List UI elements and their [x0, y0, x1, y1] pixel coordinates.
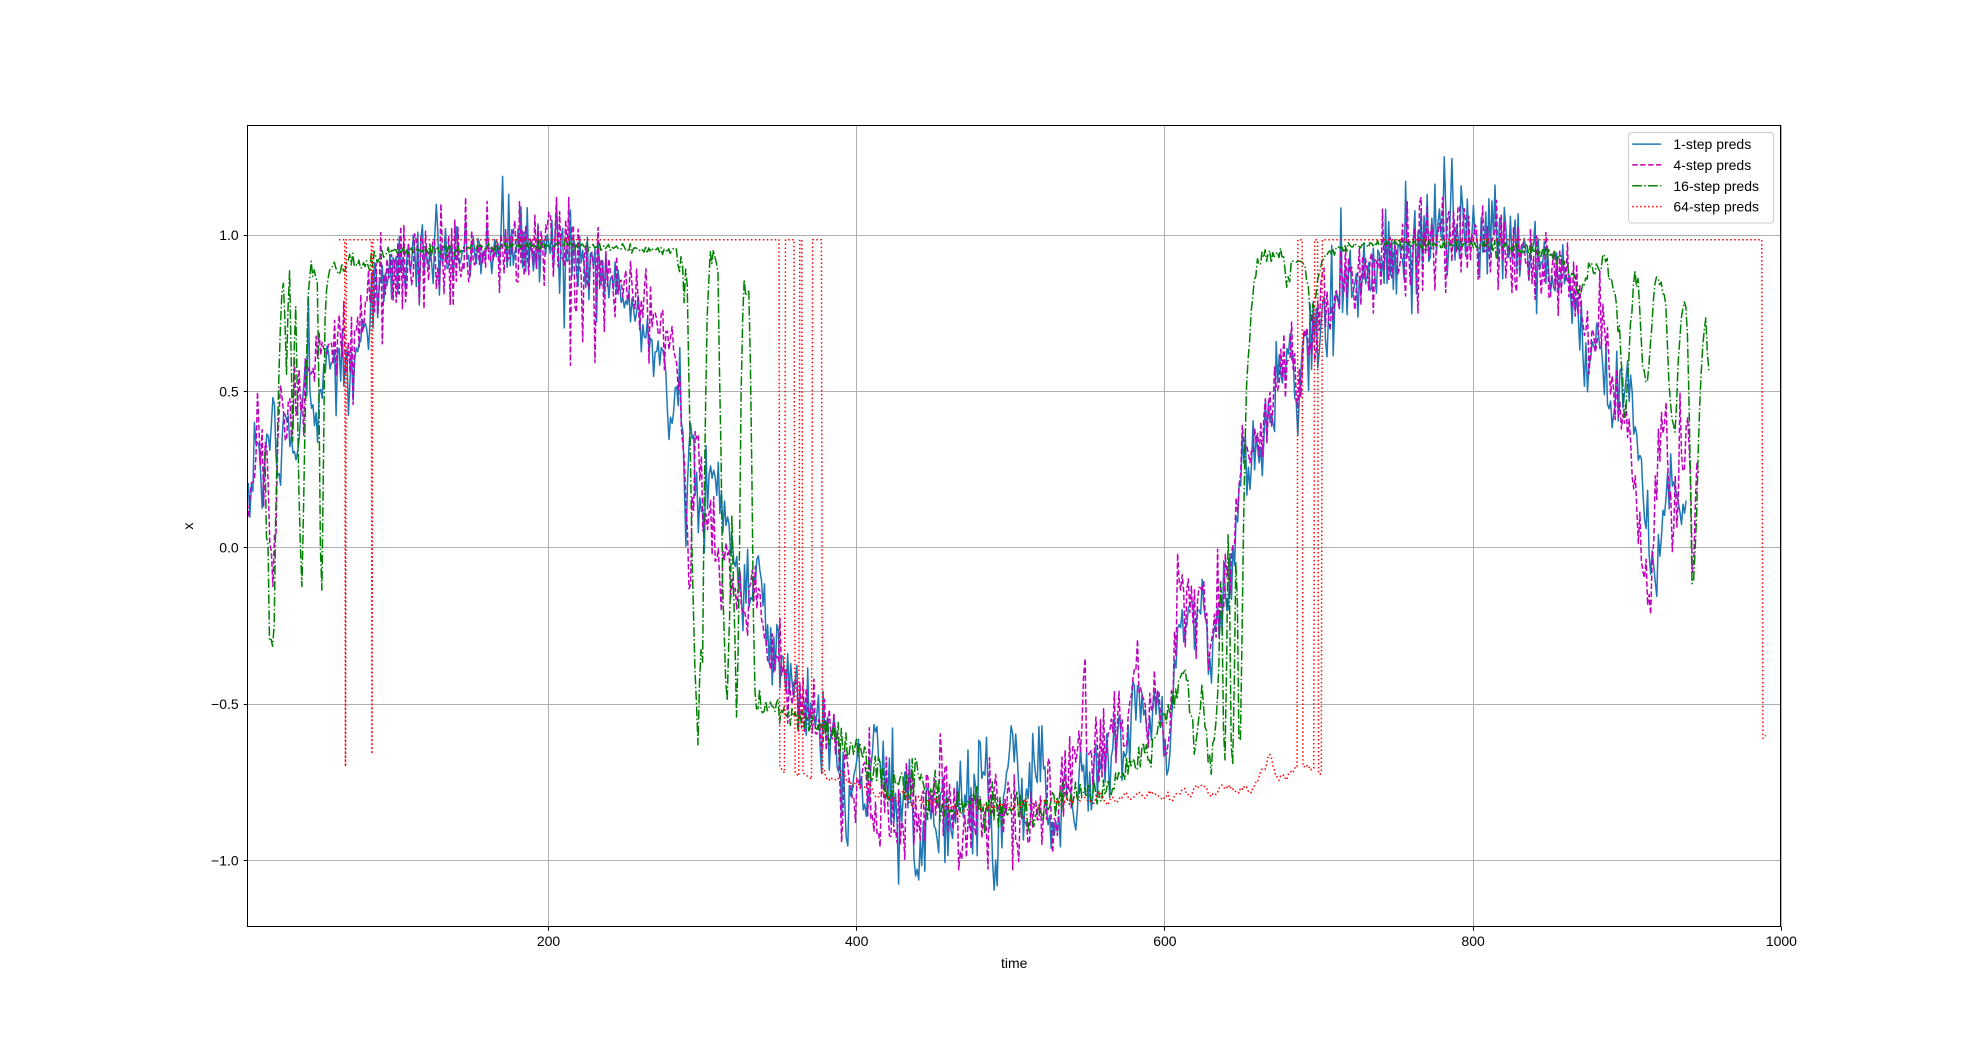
- svg-text:−0.5: −0.5: [211, 696, 239, 712]
- svg-text:1-step preds: 1-step preds: [1673, 136, 1751, 152]
- svg-text:16-step preds: 16-step preds: [1673, 178, 1759, 194]
- svg-text:x: x: [180, 523, 196, 530]
- svg-text:600: 600: [1153, 933, 1177, 949]
- svg-text:64-step preds: 64-step preds: [1673, 199, 1759, 215]
- svg-text:−1.0: −1.0: [211, 852, 239, 868]
- svg-text:200: 200: [537, 933, 561, 949]
- svg-text:1000: 1000: [1766, 933, 1797, 949]
- svg-text:1.0: 1.0: [219, 227, 239, 243]
- svg-text:400: 400: [845, 933, 869, 949]
- svg-text:4-step preds: 4-step preds: [1673, 157, 1751, 173]
- svg-text:0.0: 0.0: [219, 540, 239, 556]
- svg-text:800: 800: [1461, 933, 1485, 949]
- svg-text:0.5: 0.5: [219, 383, 239, 399]
- svg-text:time: time: [1001, 955, 1028, 971]
